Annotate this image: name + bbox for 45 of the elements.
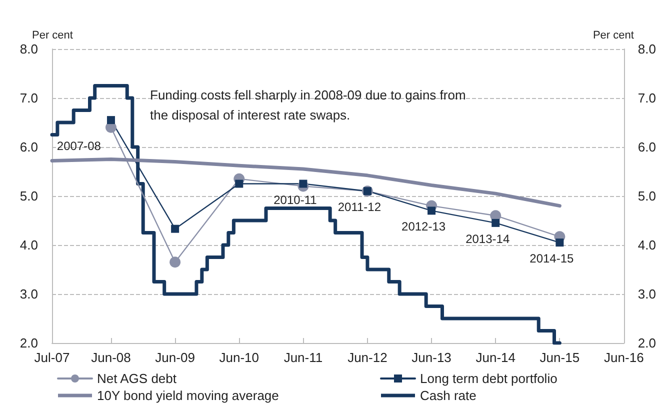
x-tick-label: Jun-12 bbox=[348, 350, 388, 365]
x-tick-label: Jun-08 bbox=[91, 350, 131, 365]
y2-tick-label: 5.0 bbox=[638, 188, 656, 204]
x-tick-label: Jun-14 bbox=[476, 350, 516, 365]
point bbox=[106, 116, 115, 124]
y-tick-label: 4.0 bbox=[20, 238, 38, 252]
point bbox=[170, 256, 181, 268]
y-tick-label: 2.0 bbox=[20, 336, 38, 350]
y2-tick-label: 6.0 bbox=[638, 140, 656, 154]
x-tick-label: Jul-07 bbox=[34, 350, 70, 365]
y-tick-label: 7.0 bbox=[20, 90, 38, 106]
point bbox=[492, 218, 500, 227]
y-tick-label: 5.0 bbox=[20, 188, 38, 204]
x-tick-label: Jun-09 bbox=[155, 350, 195, 365]
legend-label: Net AGS debt bbox=[97, 371, 177, 386]
x-tick-label: Jun-11 bbox=[284, 350, 323, 365]
legend-label: Cash rate bbox=[420, 388, 476, 403]
y-axis-title: Per cent bbox=[32, 30, 73, 42]
legend-label: Long term debt portfolio bbox=[420, 371, 558, 386]
point bbox=[299, 180, 308, 188]
annotation: 2011-12 bbox=[338, 200, 382, 214]
y2-tick-label: 7.0 bbox=[638, 90, 656, 106]
y2-axis-title: Per cent bbox=[592, 30, 634, 42]
y-tick-label: 3.0 bbox=[20, 286, 38, 302]
point bbox=[171, 224, 180, 233]
point bbox=[556, 238, 564, 247]
annotation: 2013-14 bbox=[466, 232, 510, 246]
point bbox=[235, 180, 244, 188]
x-tick-label: Jun-13 bbox=[412, 350, 452, 365]
y2-tick-label: 3.0 bbox=[638, 286, 656, 302]
annotation: 2010-11 bbox=[274, 192, 318, 207]
x-tick-label: Jun-16 bbox=[604, 350, 644, 365]
point bbox=[428, 206, 436, 215]
y2-tick-label: 4.0 bbox=[638, 238, 656, 252]
y2-tick-label: 8.0 bbox=[638, 42, 656, 56]
legend-label: 10Y bond yield moving average bbox=[97, 388, 279, 403]
y-tick-label: 6.0 bbox=[20, 140, 38, 154]
annotation: Funding costs fell sharply in 2008-09 due to gains from the disposal of interest rate swaps. bbox=[150, 88, 470, 122]
y-tick-label: 8.0 bbox=[20, 42, 38, 56]
annotation: 2014-15 bbox=[530, 252, 574, 266]
annotation: 2012-13 bbox=[402, 220, 446, 234]
x-tick-label: Jun-10 bbox=[219, 350, 260, 365]
y2-tick-label: 2.0 bbox=[638, 336, 656, 350]
annotation: 2007-08 bbox=[56, 139, 102, 154]
x-tick-label: Jun-15 bbox=[540, 350, 580, 365]
